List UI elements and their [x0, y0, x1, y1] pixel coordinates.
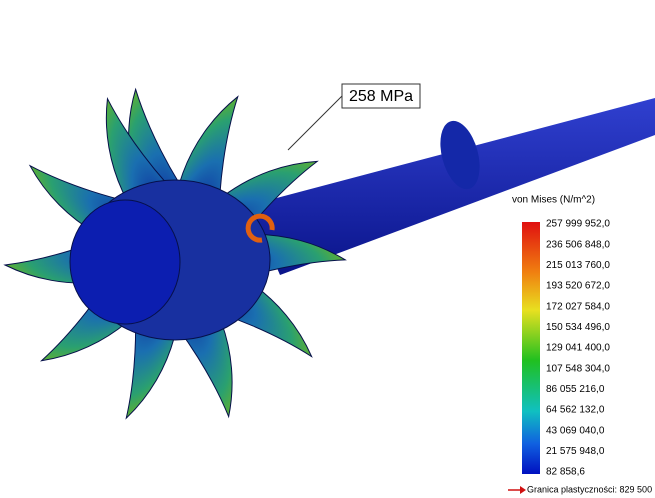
legend-label: 150 534 496,0 [546, 322, 610, 333]
legend-label: 21 575 948,0 [546, 446, 605, 457]
annotation: 258 MPa [349, 88, 413, 105]
legend-label: 107 548 304,0 [546, 363, 610, 374]
legend-label: 236 506 848,0 [546, 239, 610, 250]
yield-limit: Granica plastyczności: 829 500 032 [527, 484, 655, 494]
legend-label: 257 999 952,0 [546, 219, 610, 230]
legend-label: 215 013 760,0 [546, 260, 610, 271]
legend-label: 64 562 132,0 [546, 405, 605, 416]
legend-label: 193 520 672,0 [546, 281, 610, 292]
color-bar [522, 222, 540, 474]
legend-label: 172 027 584,0 [546, 301, 610, 312]
screenshot: 258 MPa von Mises (N/m^2) 257 999 952,02… [0, 0, 655, 498]
fea-view: 258 MPa von Mises (N/m^2) 257 999 952,02… [0, 0, 655, 498]
legend-labels: 257 999 952,0 236 506 848,0 215 013 760,0 1… [546, 219, 610, 478]
legend-label: 43 069 040,0 [546, 425, 605, 436]
legend-label: 129 041 400,0 [546, 343, 610, 354]
legend-label: 82 858,6 [546, 467, 585, 478]
legend-label: 86 055 216,0 [546, 384, 605, 395]
annotation-leader [288, 96, 342, 150]
footer-arrow-head [520, 486, 526, 494]
legend-title: von Mises (N/m^2) [512, 195, 595, 206]
